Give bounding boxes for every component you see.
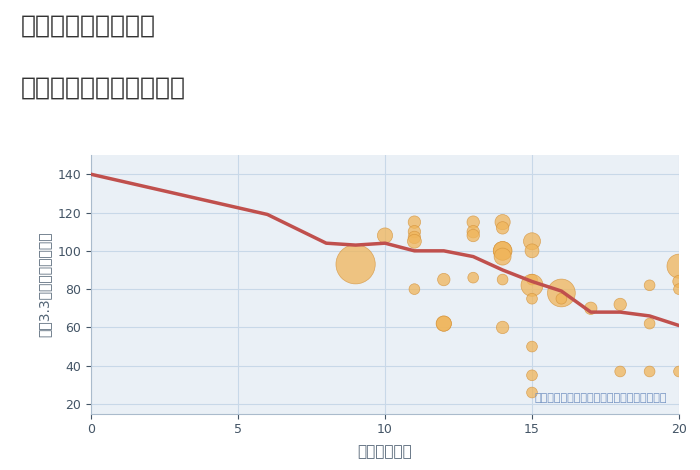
Point — [526, 372, 538, 379]
Point — [497, 324, 508, 331]
Point — [438, 320, 449, 328]
Point — [409, 237, 420, 245]
Point — [526, 247, 538, 255]
Point — [468, 232, 479, 239]
Point — [468, 219, 479, 226]
Point — [409, 228, 420, 235]
Point — [644, 282, 655, 289]
Point — [526, 282, 538, 289]
Point — [526, 237, 538, 245]
Text: 愛知県清須市廻間の: 愛知県清須市廻間の — [21, 14, 156, 38]
Point — [644, 368, 655, 375]
Point — [526, 295, 538, 303]
Point — [497, 253, 508, 260]
Point — [585, 305, 596, 312]
Point — [409, 219, 420, 226]
Y-axis label: 坪（3.3㎡）単価（万円）: 坪（3.3㎡）単価（万円） — [38, 232, 52, 337]
Point — [409, 234, 420, 241]
Point — [556, 295, 567, 303]
Point — [497, 276, 508, 283]
Point — [438, 276, 449, 283]
Point — [615, 301, 626, 308]
Text: 円の大きさは、取引のあった物件面積を示す: 円の大きさは、取引のあった物件面積を示す — [535, 393, 667, 403]
Point — [673, 278, 685, 285]
Point — [497, 247, 508, 255]
Point — [644, 320, 655, 328]
Point — [468, 274, 479, 282]
Point — [526, 276, 538, 283]
Point — [615, 368, 626, 375]
Point — [526, 343, 538, 350]
X-axis label: 駅距離（分）: 駅距離（分） — [358, 445, 412, 460]
Point — [438, 320, 449, 328]
Point — [673, 368, 685, 375]
Point — [526, 389, 538, 396]
Point — [379, 232, 391, 239]
Point — [350, 260, 361, 268]
Point — [497, 224, 508, 232]
Point — [673, 262, 685, 270]
Point — [497, 219, 508, 226]
Point — [556, 289, 567, 297]
Text: 駅距離別中古戸建て価格: 駅距離別中古戸建て価格 — [21, 75, 186, 99]
Point — [468, 228, 479, 235]
Point — [497, 247, 508, 255]
Point — [673, 285, 685, 293]
Point — [409, 285, 420, 293]
